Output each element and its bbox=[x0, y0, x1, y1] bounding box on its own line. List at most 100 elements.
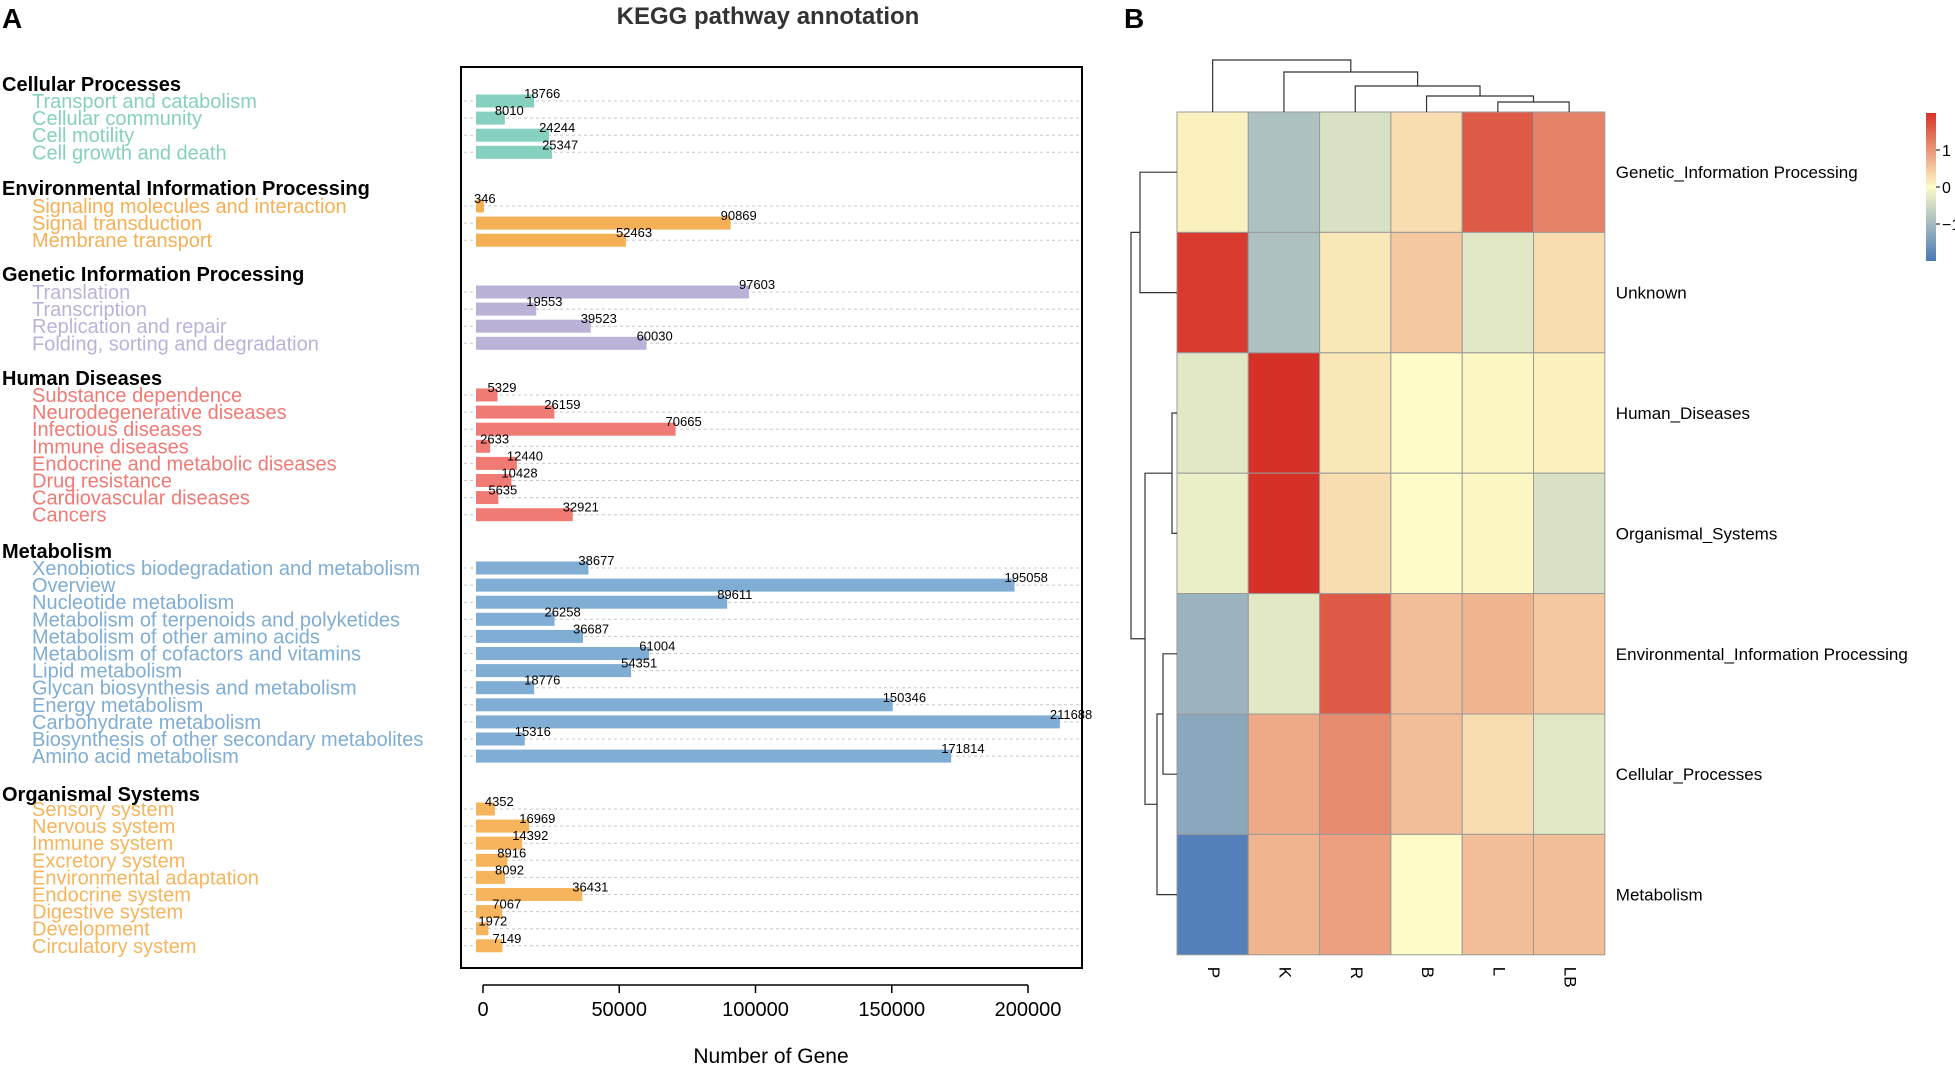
bar-cellular-community bbox=[476, 111, 505, 125]
category-label-digestive-system: Digestive system bbox=[32, 902, 183, 924]
category-label-cancers: Cancers bbox=[32, 505, 106, 527]
value-label-nucleotide-metabolism: 89611 bbox=[717, 587, 752, 602]
plot-frame bbox=[460, 66, 1083, 969]
bar-overview bbox=[476, 578, 1015, 592]
category-label-drug-resistance: Drug resistance bbox=[32, 471, 172, 493]
group-header-cellular-processes: Cellular Processes bbox=[2, 74, 181, 96]
value-label-transport-and-catabolism: 18766 bbox=[524, 86, 560, 101]
bar-sensory-system bbox=[476, 802, 495, 816]
column-dendrogram-branch bbox=[1354, 85, 1481, 112]
value-label-xenobiotics-biodegradation-and-metabolism: 38677 bbox=[578, 553, 614, 568]
legend-tick-label: −1 bbox=[1942, 217, 1955, 234]
category-label-cardiovascular-diseases: Cardiovascular diseases bbox=[32, 488, 250, 510]
x-tick-label: 50000 bbox=[591, 999, 647, 1021]
value-label-carbohydrate-metabolism: 211688 bbox=[1050, 707, 1092, 722]
bar-energy-metabolism bbox=[476, 698, 893, 712]
category-label-immune-system: Immune system bbox=[32, 833, 173, 855]
row-dendrogram-branch bbox=[1144, 472, 1172, 805]
value-label-digestive-system: 7067 bbox=[492, 897, 521, 912]
bar-digestive-system bbox=[476, 905, 503, 919]
category-label-cell-growth-and-death: Cell growth and death bbox=[32, 142, 227, 164]
heat-cell-organismal-systems-lb bbox=[1533, 472, 1606, 595]
bar-metabolism-of-terpenoids-and-polyketides bbox=[476, 612, 555, 626]
heat-cell-metabolism-r bbox=[1319, 833, 1392, 956]
heat-cell-organismal-systems-k bbox=[1247, 472, 1321, 595]
category-label-cell-motility: Cell motility bbox=[32, 125, 134, 147]
x-axis-label: Number of Gene bbox=[693, 1045, 848, 1068]
bar-transport-and-catabolism bbox=[476, 94, 535, 108]
category-label-signal-transduction: Signal transduction bbox=[32, 213, 202, 235]
heat-cell-metabolism-b bbox=[1390, 833, 1463, 956]
category-label-translation: Translation bbox=[32, 282, 130, 304]
column-label-p: P bbox=[1204, 967, 1223, 978]
heat-cell-cellular-processes-k bbox=[1247, 713, 1321, 835]
heat-cell-unknown-p bbox=[1176, 231, 1249, 354]
bar-neurodegenerative-diseases bbox=[476, 405, 555, 419]
category-label-replication-and-repair: Replication and repair bbox=[32, 316, 227, 338]
heat-cell-metabolism-p bbox=[1176, 833, 1249, 956]
heat-cell-organismal-systems-b bbox=[1390, 472, 1463, 595]
value-label-metabolism-of-other-amino-acids: 36687 bbox=[573, 621, 609, 636]
category-label-neurodegenerative-diseases: Neurodegenerative diseases bbox=[32, 402, 287, 424]
bar-metabolism-of-other-amino-acids bbox=[476, 629, 583, 643]
column-label-l: L bbox=[1489, 967, 1508, 976]
category-label-glycan-biosynthesis-and-metabolism: Glycan biosynthesis and metabolism bbox=[32, 678, 357, 700]
value-label-cell-motility: 24244 bbox=[539, 120, 575, 135]
value-label-nervous-system: 16969 bbox=[519, 811, 555, 826]
heat-cell-organismal-systems-p bbox=[1176, 472, 1249, 595]
value-label-sensory-system: 4352 bbox=[485, 794, 514, 809]
bar-infectious-diseases bbox=[476, 422, 676, 436]
heat-cell-genetic-information-processing-b bbox=[1390, 111, 1463, 233]
category-label-immune-diseases: Immune diseases bbox=[32, 436, 189, 458]
legend-tick-label: 1 bbox=[1942, 143, 1951, 160]
category-label-environmental-adaptation: Environmental adaptation bbox=[32, 867, 259, 889]
category-label-nucleotide-metabolism: Nucleotide metabolism bbox=[32, 592, 234, 614]
bar-folding-sorting-and-degradation bbox=[476, 336, 647, 350]
x-tick-label: 0 bbox=[477, 999, 488, 1021]
value-label-glycan-biosynthesis-and-metabolism: 18776 bbox=[524, 673, 560, 688]
value-label-signaling-molecules-and-interaction: 346 bbox=[474, 191, 496, 206]
group-header-organismal-systems: Organismal Systems bbox=[2, 784, 200, 806]
heat-cell-unknown-lb bbox=[1533, 231, 1606, 354]
value-label-lipid-metabolism: 54351 bbox=[621, 656, 657, 671]
heat-cell-environmental-information-processing-l bbox=[1461, 593, 1534, 715]
category-label-transcription: Transcription bbox=[32, 299, 147, 321]
value-label-circulatory-system: 7149 bbox=[492, 931, 521, 946]
column-dendrogram-branch bbox=[1425, 95, 1535, 112]
category-label-folding-sorting-and-degradation: Folding, sorting and degradation bbox=[32, 333, 319, 355]
category-label-transport-and-catabolism: Transport and catabolism bbox=[32, 91, 257, 113]
bar-environmental-adaptation bbox=[476, 870, 506, 884]
heat-cell-genetic-information-processing-lb bbox=[1533, 111, 1606, 233]
heat-cell-metabolism-l bbox=[1461, 833, 1534, 956]
legend-tick-label: 0 bbox=[1942, 180, 1951, 197]
category-label-nervous-system: Nervous system bbox=[32, 816, 175, 838]
column-label-r: R bbox=[1347, 967, 1366, 979]
column-dendrogram-branch bbox=[1212, 59, 1352, 112]
value-label-energy-metabolism: 150346 bbox=[883, 690, 926, 705]
heat-cell-genetic-information-processing-r bbox=[1319, 111, 1392, 233]
row-dendrogram-branch bbox=[1139, 171, 1177, 294]
heat-cell-human-diseases-lb bbox=[1533, 352, 1606, 474]
bar-glycan-biosynthesis-and-metabolism bbox=[476, 681, 535, 695]
x-tick-label: 200000 bbox=[995, 999, 1062, 1021]
color-legend-bar bbox=[1926, 113, 1936, 261]
bar-cell-motility bbox=[476, 128, 550, 142]
column-dendrogram-branch bbox=[1283, 71, 1419, 112]
heat-cell-human-diseases-b bbox=[1390, 352, 1463, 474]
value-label-infectious-diseases: 70665 bbox=[666, 414, 702, 429]
category-label-cellular-community: Cellular community bbox=[32, 108, 202, 130]
category-label-circulatory-system: Circulatory system bbox=[32, 936, 196, 958]
category-label-membrane-transport: Membrane transport bbox=[32, 230, 213, 252]
group-header-genetic-information-processing: Genetic Information Processing bbox=[2, 264, 304, 286]
value-label-metabolism-of-terpenoids-and-polyketides: 26258 bbox=[545, 604, 581, 619]
bar-development bbox=[476, 922, 489, 936]
column-label-lb: LB bbox=[1561, 967, 1580, 988]
category-label-excretory-system: Excretory system bbox=[32, 850, 185, 872]
heat-cell-unknown-l bbox=[1461, 231, 1534, 354]
bar-immune-system bbox=[476, 836, 523, 850]
value-label-endocrine-system: 36431 bbox=[572, 880, 608, 895]
bar-carbohydrate-metabolism bbox=[476, 715, 1060, 729]
group-header-human-diseases: Human Diseases bbox=[2, 368, 162, 390]
bar-substance-dependence bbox=[476, 388, 498, 402]
value-label-drug-resistance: 10428 bbox=[501, 466, 537, 481]
